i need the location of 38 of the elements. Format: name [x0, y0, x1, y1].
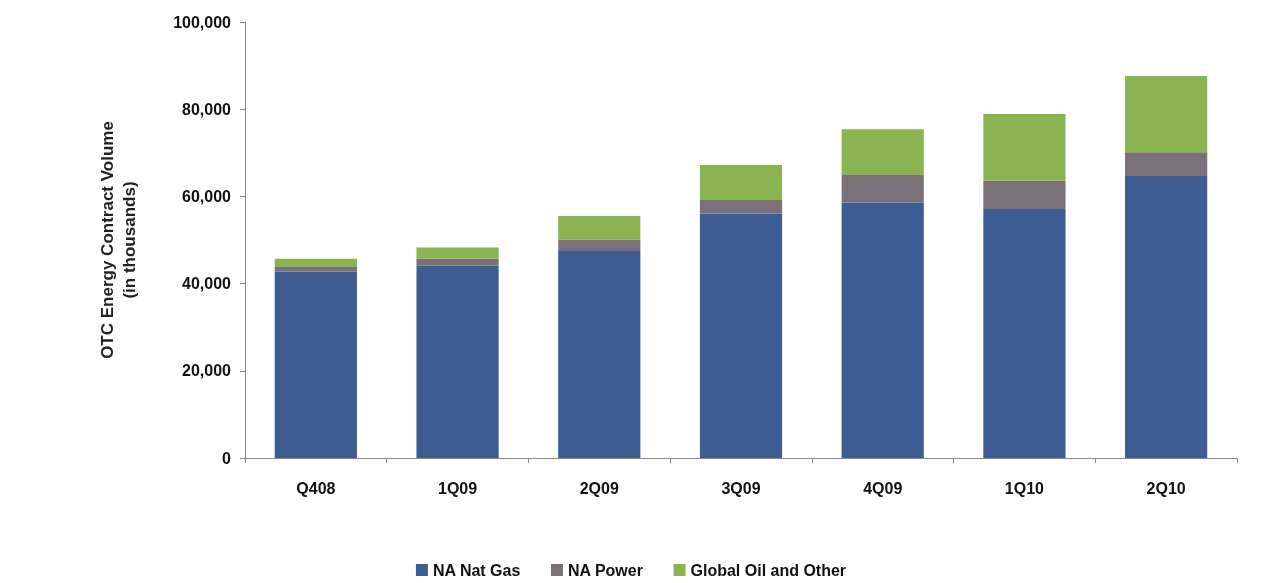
bar [841, 202, 924, 458]
bar [699, 213, 783, 458]
legend-label: Global Oil and Other [690, 561, 847, 579]
bar [558, 239, 641, 251]
x-tick-label: 4Q09 [863, 479, 903, 497]
bar [274, 267, 357, 272]
x-tick-label: 2Q09 [579, 479, 619, 497]
bar [699, 199, 783, 214]
legend-label: NA Power [567, 561, 643, 579]
y-tick-label: 100,000 [173, 13, 232, 31]
bar [558, 216, 641, 240]
bar [983, 180, 1066, 210]
bar [1125, 76, 1208, 153]
x-tick-label: Q408 [296, 479, 336, 497]
bar [274, 271, 357, 458]
y-tick-label: 40,000 [182, 275, 232, 293]
bar [416, 247, 499, 259]
bar [416, 265, 499, 458]
x-tick-label: 1Q10 [1004, 479, 1045, 497]
bar [274, 258, 357, 268]
x-tick-label: 1Q09 [438, 479, 478, 497]
y-tick-label: 80,000 [182, 100, 232, 118]
bar [558, 250, 641, 458]
bar [416, 258, 499, 266]
y-tick-label: 20,000 [182, 362, 232, 380]
bar [983, 209, 1066, 458]
y-tick-label: 0 [222, 449, 232, 467]
bar [841, 129, 924, 176]
y-axis-title: OTC Energy Contract Volume (in thousands) [97, 121, 139, 359]
bar [841, 175, 924, 203]
bar [1125, 175, 1208, 458]
legend-label: NA Nat Gas [432, 561, 521, 579]
bar [1125, 152, 1208, 176]
y-tick-label: 60,000 [182, 187, 232, 205]
bar [983, 114, 1066, 181]
x-tick-label: 3Q09 [721, 479, 761, 497]
x-tick-label: 2Q10 [1146, 479, 1186, 497]
bar [699, 165, 783, 200]
